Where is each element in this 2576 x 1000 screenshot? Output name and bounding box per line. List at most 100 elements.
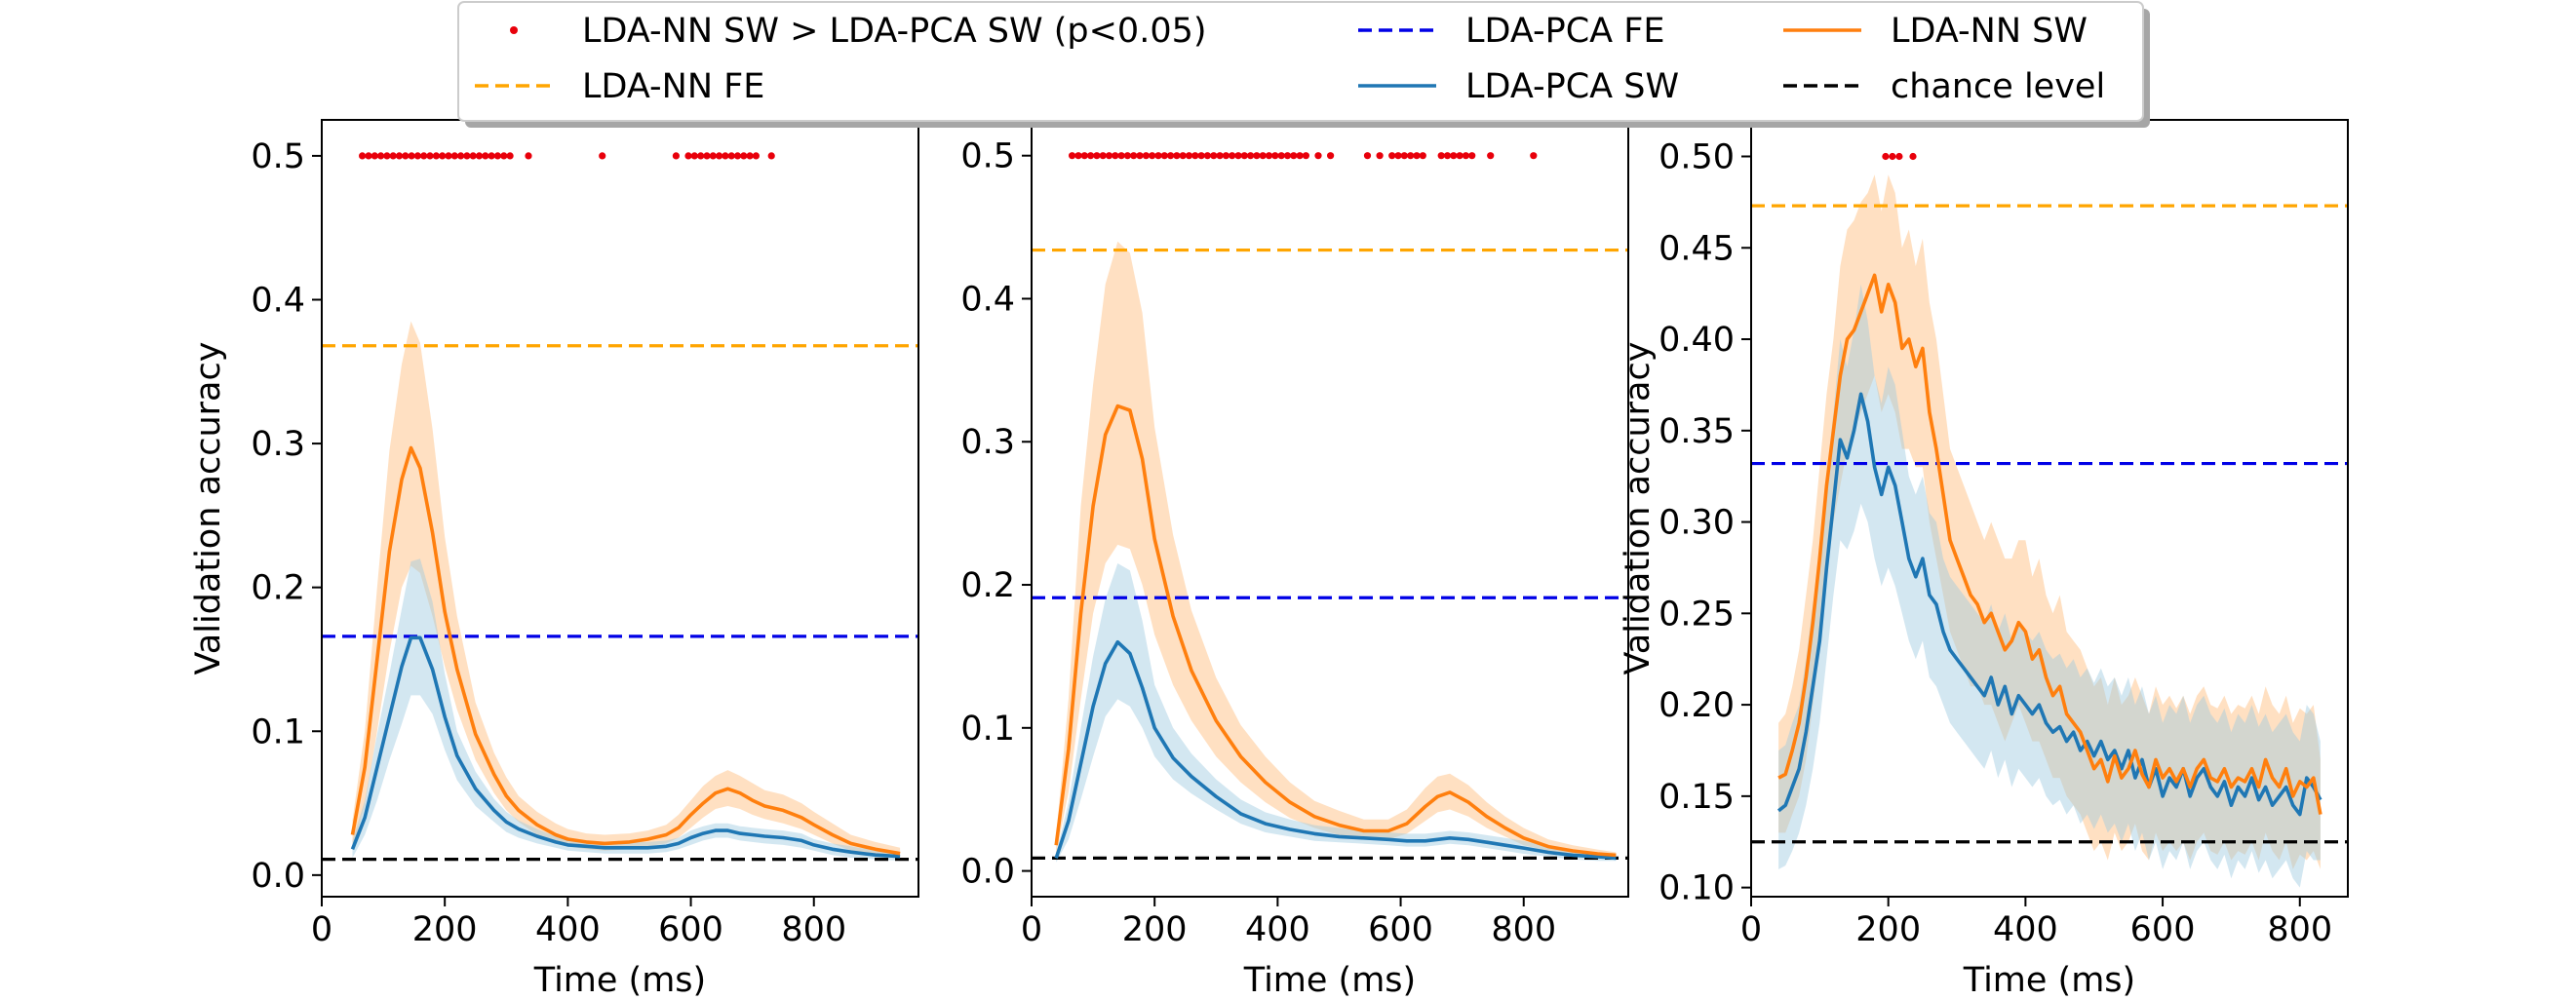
significance-dot: [1105, 152, 1113, 160]
significance-dot: [383, 152, 391, 160]
y-tick-label: 0.35: [1659, 412, 1735, 451]
significance-dot: [1407, 152, 1415, 160]
significance-dot: [420, 152, 428, 160]
y-tick-label: 0.10: [1659, 869, 1735, 908]
x-tick-label: 400: [535, 910, 601, 949]
significance-dot: [1247, 152, 1255, 160]
legend: LDA-NN SW > LDA-PCA SW (p<0.05) LDA-PCA F…: [457, 1, 2150, 128]
y-tick-label: 0.20: [1659, 686, 1735, 725]
significance-dot: [672, 152, 681, 160]
y-tick-label: 0.3: [251, 425, 305, 464]
significance-dot: [697, 152, 705, 160]
y-tick-label: 0.40: [1659, 321, 1735, 360]
x-tick-label: 800: [1491, 910, 1556, 949]
x-tick-label: 800: [781, 910, 846, 949]
significance-dot: [359, 152, 367, 160]
significance-dot: [389, 152, 397, 160]
significance-dot: [740, 152, 748, 160]
significance-dot: [1437, 152, 1445, 160]
x-tick-label: 0: [1021, 910, 1042, 949]
significance-dot: [1093, 152, 1101, 160]
y-tick-label: 0.15: [1659, 778, 1735, 817]
significance-dot: [463, 152, 471, 160]
panels: 0 200 400 600 800 0.0 0.1 0.2 0.3 0.4 0.5 Time (ms)…: [189, 119, 2349, 1000]
legend-label: LDA-NN SW > LDA-PCA SW (p<0.05): [582, 12, 1207, 51]
significance-dot: [727, 152, 735, 160]
significance-dot: [1234, 152, 1242, 160]
x-tick-label: 0: [1740, 910, 1762, 949]
significance-dot: [439, 152, 447, 160]
y-tick-label: 0.4: [960, 280, 1015, 319]
y-tick-label: 0.4: [251, 281, 305, 320]
significance-dot: [1185, 152, 1193, 160]
significance-dot: [1419, 152, 1426, 160]
legend-item-lda-pca-fe: LDA-PCA FE: [1358, 12, 1665, 51]
significance-dot: [488, 152, 495, 160]
significance-dot: [450, 152, 458, 160]
significance-dot: [1283, 152, 1292, 160]
significance-markers: [359, 152, 775, 160]
significance-dot: [1149, 152, 1156, 160]
x-tick-label: 0: [311, 910, 332, 949]
y-tick-label: 0.0: [960, 853, 1015, 892]
y-tick-label: 0.45: [1659, 229, 1735, 268]
series-line-lda-nn-sw: [1777, 273, 2322, 815]
significance-dot: [1456, 152, 1464, 160]
significance-dot: [1191, 152, 1199, 160]
chart-panel-3: 0 200 400 600 800 0.10 0.15 0.20 0.25 0.30 0.35 0.4…: [1619, 119, 2349, 1000]
significance-dot: [1314, 152, 1322, 160]
significance-dot: [1302, 152, 1309, 160]
significance-dot: [1179, 152, 1187, 160]
significance-dot: [1216, 152, 1224, 160]
significance-dot: [377, 152, 385, 160]
legend-items: LDA-NN SW > LDA-PCA SW (p<0.05) LDA-PCA F…: [475, 12, 2105, 106]
significance-dot: [1069, 152, 1076, 160]
significance-dot: [469, 152, 477, 160]
significance-dot: [1160, 152, 1168, 160]
x-tick-label: 400: [1993, 910, 2058, 949]
significance-dot: [767, 152, 775, 160]
significance-dot: [482, 152, 489, 160]
y-tick-label: 0.50: [1659, 138, 1735, 177]
significance-dot: [506, 152, 514, 160]
significance-dot: [402, 152, 410, 160]
significance-dot: [1277, 152, 1285, 160]
significance-dot: [1173, 152, 1181, 160]
legend-item-lda-pca-sw: LDA-PCA SW: [1358, 67, 1679, 106]
significance-dot: [1112, 152, 1119, 160]
significance-dot: [525, 152, 532, 160]
significance-dot: [1443, 152, 1452, 160]
significance-dot: [1376, 152, 1384, 160]
x-tick-label: 600: [658, 910, 723, 949]
significance-dot: [1210, 152, 1218, 160]
significance-dot: [1271, 152, 1279, 160]
series-line-lda-nn-sw: [1054, 404, 1617, 858]
significance-dot: [1889, 152, 1896, 161]
legend-marker: [510, 26, 518, 34]
x-tick-label: 400: [1245, 910, 1310, 949]
x-axis-label: Time (ms): [1963, 961, 2135, 1000]
chart-panel-2: 0 200 400 600 800 0.0 0.1 0.2 0.3 0.4 0.5 Time (ms): [960, 119, 1629, 1000]
significance-dot: [500, 152, 508, 160]
significance-dot: [457, 152, 465, 160]
significance-dot: [395, 152, 404, 160]
legend-label: LDA-NN FE: [582, 67, 764, 106]
significance-dot: [709, 152, 717, 160]
confidence-band-lda-nn-sw: [1056, 241, 1617, 859]
significance-dot: [1895, 152, 1903, 161]
significance-dot: [703, 152, 711, 160]
x-tick-label: 600: [1368, 910, 1433, 949]
significance-dot: [1117, 152, 1125, 160]
series-line-lda-pca-sw: [350, 635, 901, 859]
legend-item-lda-nn-fe: LDA-NN FE: [475, 67, 764, 106]
y-axis-label: Validation accuracy: [1619, 342, 1658, 675]
significance-dot: [1327, 152, 1335, 160]
x-axis-label: Time (ms): [1243, 961, 1416, 1000]
significance-dot: [690, 152, 698, 160]
significance-dot: [1462, 152, 1469, 160]
plot-area: [322, 152, 918, 862]
legend-label: chance level: [1891, 67, 2105, 106]
y-tick-label: 0.1: [251, 712, 305, 751]
significance-dot: [599, 152, 606, 160]
